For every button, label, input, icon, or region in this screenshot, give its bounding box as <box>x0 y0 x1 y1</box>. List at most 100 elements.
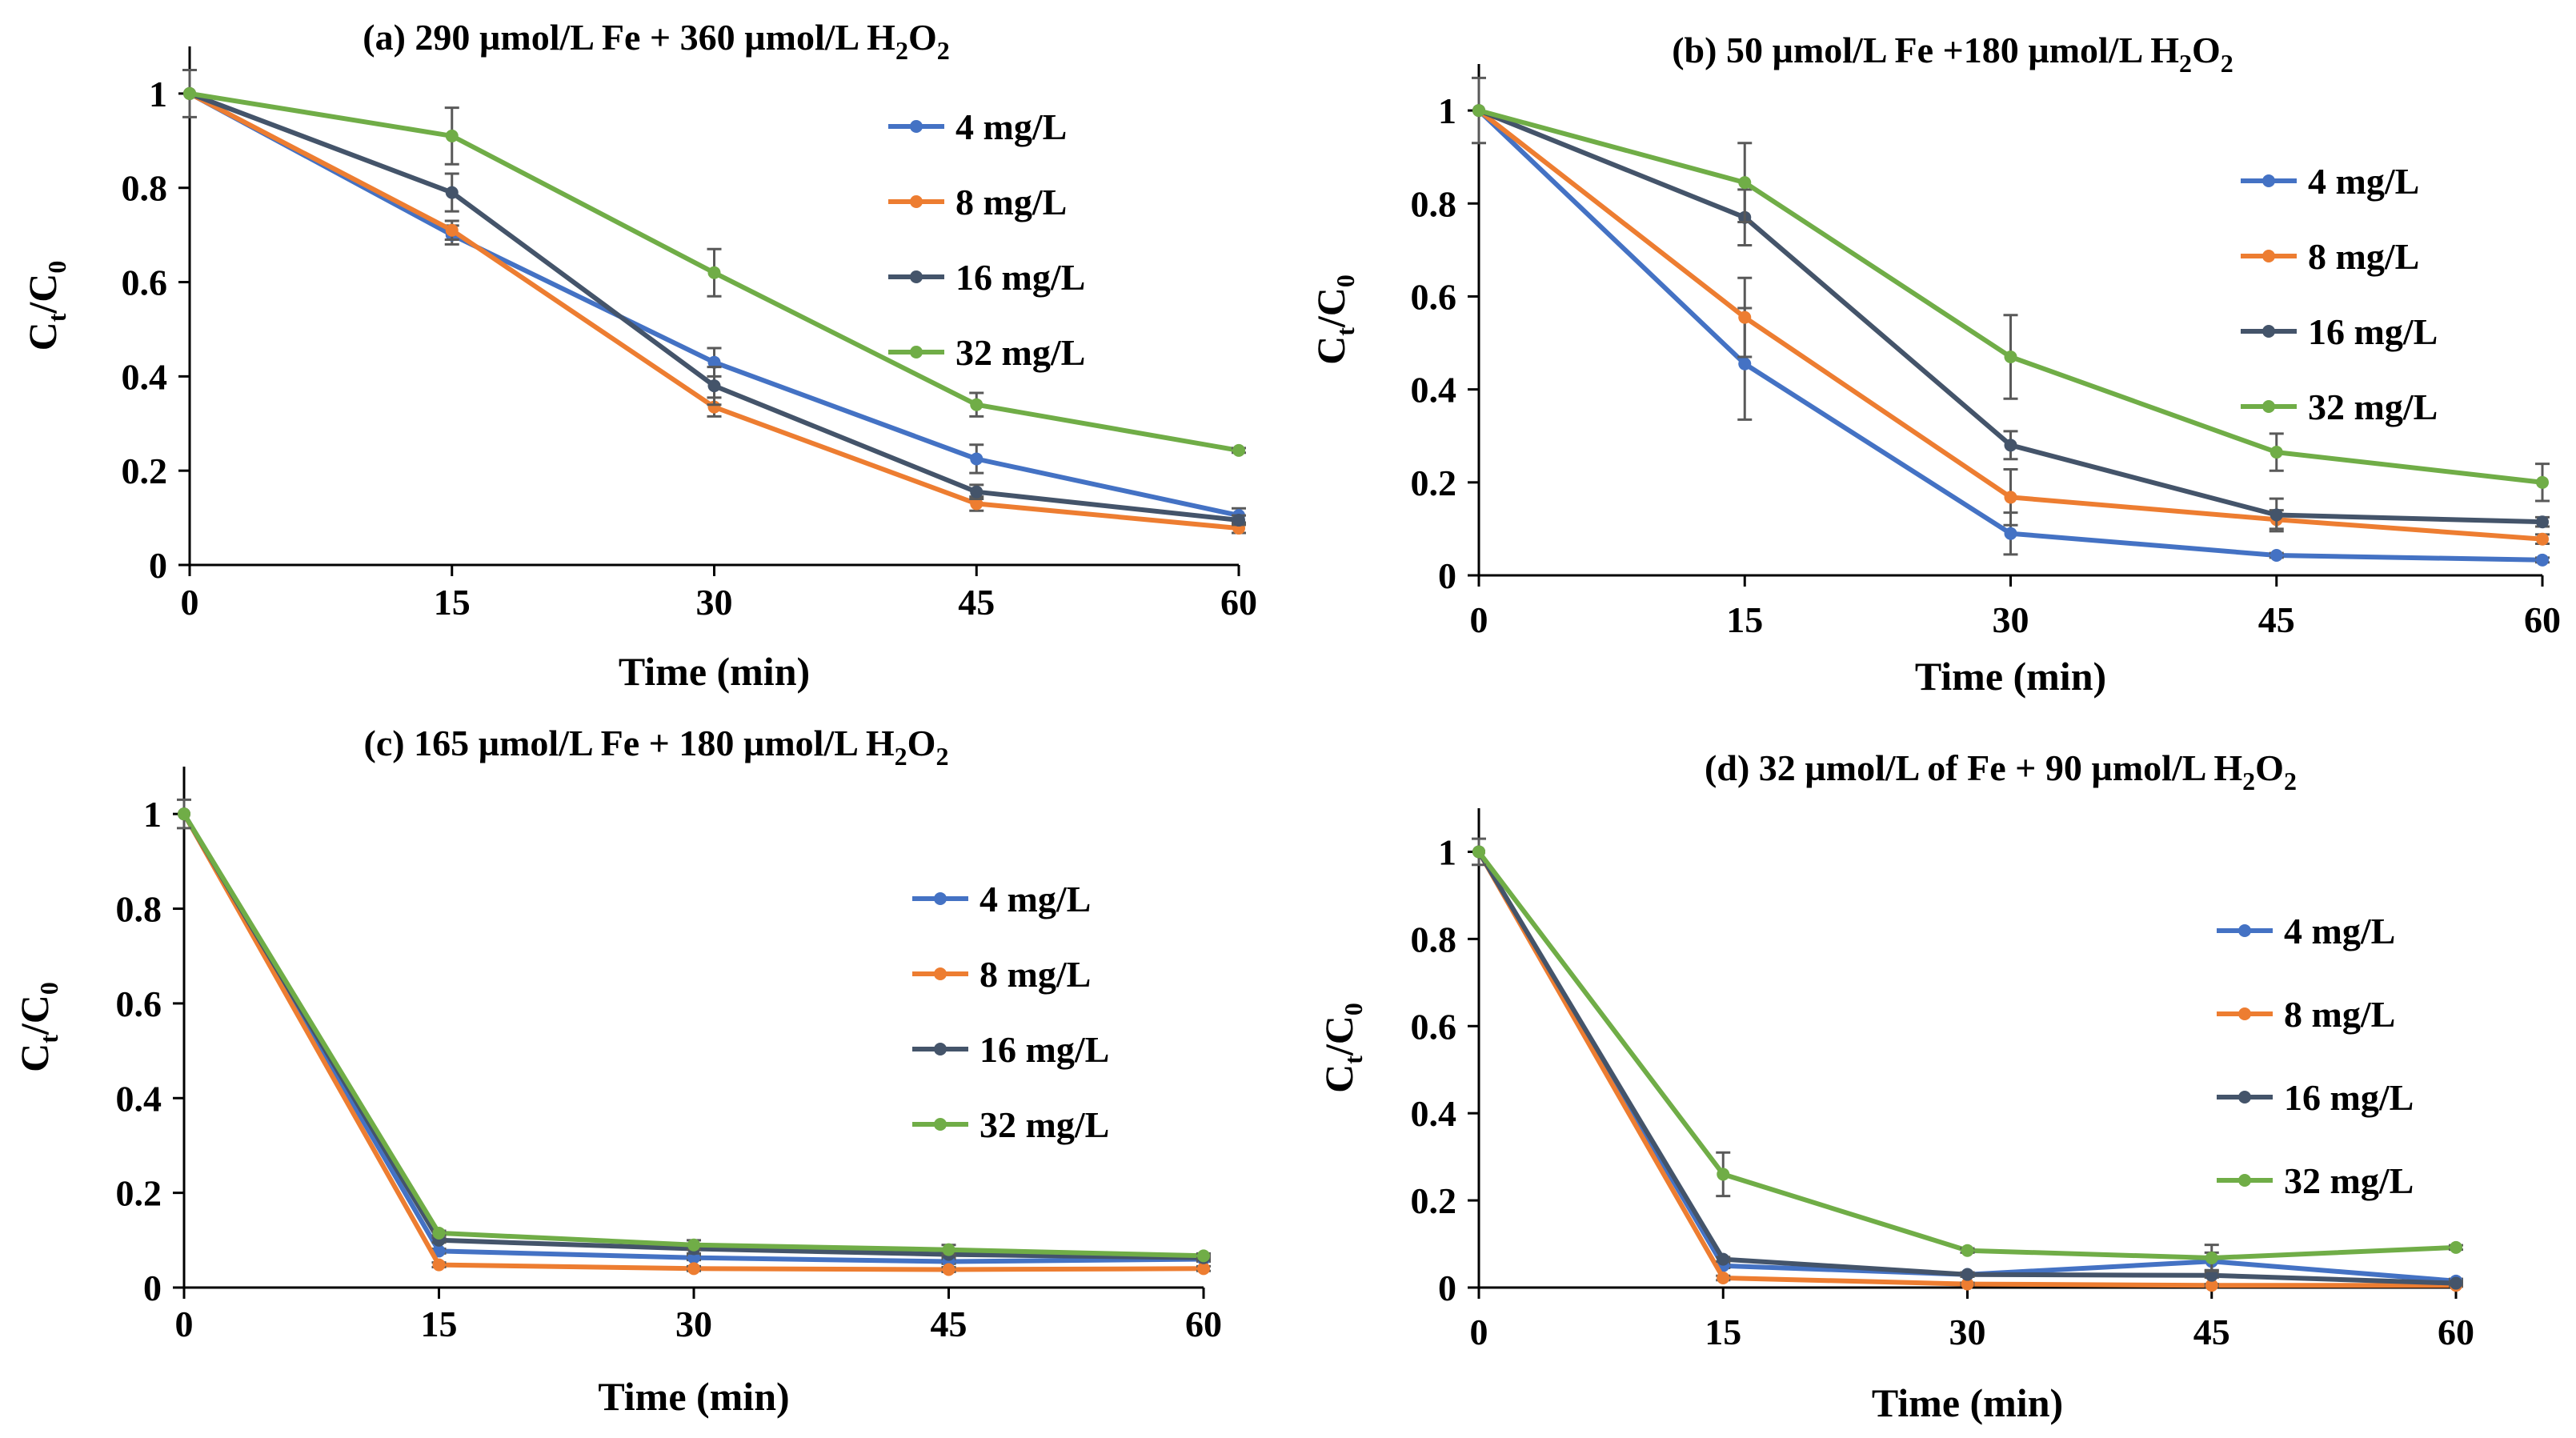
y-tick-label: 0.8 <box>1411 183 1457 224</box>
y-axis-title: Ct/C0 <box>12 982 63 1072</box>
data-point <box>942 1263 955 1276</box>
data-point <box>1717 1252 1730 1266</box>
series-16-mg-l <box>183 86 1246 527</box>
x-tick-label: 0 <box>1470 1312 1488 1352</box>
data-point <box>1961 1244 1974 1257</box>
x-tick-label: 30 <box>1993 599 2029 640</box>
x-tick-label: 60 <box>2524 599 2561 640</box>
y-axis-title-text: /C <box>20 274 65 314</box>
y-axis-title-subscript: 0 <box>42 261 71 274</box>
y-tick-label: 0.4 <box>122 356 168 397</box>
legend-entry: 8 mg/L <box>912 954 1091 995</box>
data-point <box>1232 443 1245 457</box>
legend-swatch-marker <box>910 270 923 283</box>
data-point <box>687 1238 700 1252</box>
y-axis-title-subscript: 0 <box>1339 1003 1368 1015</box>
legend-label: 8 mg/L <box>955 182 1067 222</box>
x-tick-label: 15 <box>421 1304 458 1344</box>
data-point <box>2450 1276 2462 1290</box>
x-tick-label: 0 <box>1470 599 1488 640</box>
y-tick-label: 0 <box>1438 555 1456 596</box>
legend-swatch-marker <box>934 1118 947 1131</box>
legend-entry: 32 mg/L <box>888 332 1085 373</box>
x-tick-label: 60 <box>1220 582 1257 623</box>
series-8-mg-l <box>183 86 1246 535</box>
y-axis-title-text: C <box>12 1043 57 1072</box>
chart-title-text: (d) 32 µmol/L of Fe + 90 µmol/L H <box>1705 747 2242 788</box>
legend-label: 4 mg/L <box>2308 161 2419 202</box>
data-point <box>1197 1249 1210 1263</box>
data-point <box>970 452 984 466</box>
y-axis-title-text: /C <box>1316 1015 1361 1056</box>
y-tick-label: 0.2 <box>116 1173 162 1214</box>
legend-swatch-marker <box>2238 924 2251 937</box>
y-axis-title: Ct/C0 <box>20 261 71 351</box>
chart-title: (a) 290 µmol/L Fe + 360 µmol/L H2O2 <box>363 17 949 65</box>
legend-label: 32 mg/L <box>2308 387 2438 427</box>
y-tick-label: 1 <box>149 74 167 114</box>
data-point <box>445 129 459 142</box>
y-tick-label: 0.2 <box>1411 1180 1457 1221</box>
series-line <box>188 91 1240 531</box>
data-point <box>1738 176 1752 190</box>
y-tick-label: 1 <box>1438 90 1456 131</box>
legend-entry: 16 mg/L <box>888 257 1085 298</box>
y-tick-label: 0 <box>149 545 167 586</box>
y-axis-title-text: C <box>1308 336 1353 365</box>
legend-entry: 8 mg/L <box>2217 994 2395 1035</box>
legend-swatch-marker <box>910 346 923 358</box>
data-point <box>707 266 721 279</box>
data-point <box>2536 553 2549 567</box>
x-tick-label: 45 <box>958 582 995 623</box>
y-tick-label: 0.4 <box>1411 1093 1457 1134</box>
series-line <box>188 91 1240 523</box>
legend-entry: 4 mg/L <box>912 879 1091 919</box>
x-axis-title: Time (min) <box>598 1374 789 1419</box>
legend-entry: 32 mg/L <box>2241 387 2438 427</box>
y-tick-label: 0.8 <box>116 889 162 930</box>
series-32-mg-l <box>1472 837 2463 1272</box>
legend-entry: 4 mg/L <box>2217 911 2395 951</box>
data-point <box>2270 446 2283 459</box>
y-tick-label: 1 <box>143 794 162 835</box>
data-point <box>178 807 190 821</box>
legend-label: 8 mg/L <box>2284 994 2395 1035</box>
legend-label: 16 mg/L <box>2284 1077 2414 1118</box>
chart-panel-b: (b) 50 µmol/L Fe +180 µmol/L H2O200.20.4… <box>1308 30 2561 699</box>
legend-swatch-marker <box>2238 1091 2251 1104</box>
y-axis-title: Ct/C0 <box>1308 274 1360 365</box>
chart-title-subscript: 2 <box>2221 49 2233 78</box>
x-axis-title: Time (min) <box>1915 654 2106 699</box>
y-axis-title-subscript: 0 <box>1331 274 1360 287</box>
series-32-mg-l <box>177 798 1211 1263</box>
data-point <box>1472 104 1485 118</box>
x-tick-label: 30 <box>675 1304 712 1344</box>
data-point <box>1717 1168 1730 1181</box>
y-axis-title-subscript: t <box>1331 327 1360 336</box>
data-point <box>942 1243 955 1256</box>
legend-label: 8 mg/L <box>980 954 1091 995</box>
data-point <box>2270 549 2283 563</box>
data-point <box>1738 357 1752 371</box>
y-tick-label: 0.2 <box>1411 463 1457 503</box>
legend-label: 4 mg/L <box>980 879 1091 919</box>
legend-swatch-marker <box>2238 1007 2251 1020</box>
data-point <box>183 86 196 100</box>
data-point <box>707 355 721 369</box>
x-axis-title: Time (min) <box>1872 1380 2063 1425</box>
data-point <box>2004 527 2017 540</box>
chart-title: (b) 50 µmol/L Fe +180 µmol/L H2O2 <box>1672 30 2233 78</box>
legend-label: 16 mg/L <box>980 1029 1109 1070</box>
y-axis-title-text: C <box>20 322 65 350</box>
chart-title-text: O <box>907 723 936 763</box>
y-axis-title-subscript: t <box>34 1035 63 1043</box>
data-point <box>2536 515 2549 529</box>
legend-entry: 16 mg/L <box>2217 1077 2414 1118</box>
chart-title-subscript: 2 <box>2179 49 2192 78</box>
data-point <box>1738 310 1752 324</box>
data-point <box>1197 1262 1210 1276</box>
data-point <box>1472 845 1485 859</box>
legend-swatch-marker <box>2238 1174 2251 1187</box>
legend-entry: 16 mg/L <box>912 1029 1109 1070</box>
data-point <box>2270 508 2283 522</box>
